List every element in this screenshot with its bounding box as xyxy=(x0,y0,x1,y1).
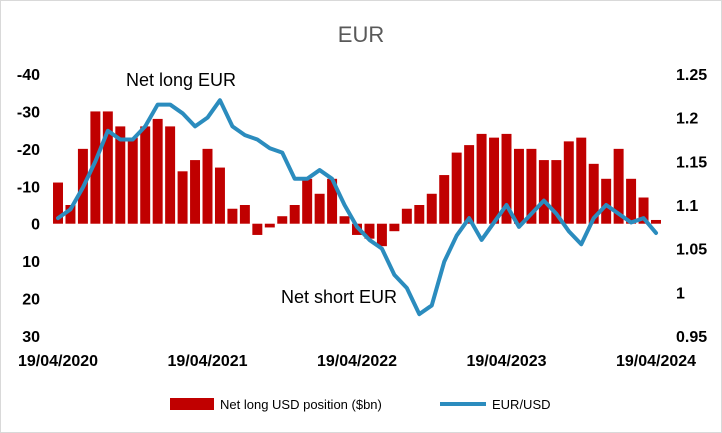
left-tick-label: 0 xyxy=(31,217,40,234)
plot-area xyxy=(53,98,661,317)
bar-2020-04 xyxy=(53,182,63,224)
bar-2020-07 xyxy=(90,111,101,224)
bar-2021-02 xyxy=(177,171,188,224)
bar-2022-07 xyxy=(389,223,400,232)
bar-2023-07 xyxy=(538,160,549,224)
left-tick-label: -40 xyxy=(17,67,40,84)
bar-2022-01 xyxy=(314,193,325,224)
bar-2021-10 xyxy=(277,216,288,224)
bar-2021-09 xyxy=(264,223,275,228)
bar-2022-06 xyxy=(376,223,387,247)
bar-2022-10 xyxy=(426,193,437,224)
bar-2021-06 xyxy=(227,208,238,224)
left-tick-label: 30 xyxy=(22,329,40,346)
bar-2022-03 xyxy=(339,216,350,224)
bar-2023-02 xyxy=(476,133,487,224)
bar-2023-09 xyxy=(563,141,574,224)
bar-2023-05 xyxy=(513,148,524,224)
bar-2023-11 xyxy=(588,163,599,224)
bar-2022-05 xyxy=(364,223,375,239)
bar-2020-11 xyxy=(140,126,151,224)
bar-2024-03 xyxy=(638,197,649,224)
bar-2021-03 xyxy=(190,160,201,224)
bar-2022-12 xyxy=(451,152,462,224)
bar-2023-08 xyxy=(551,160,562,224)
bar-2021-01 xyxy=(165,126,176,224)
left-tick-label: -10 xyxy=(17,179,40,196)
bar-2021-05 xyxy=(214,167,225,224)
bar-2022-09 xyxy=(414,205,425,224)
bar-2022-08 xyxy=(401,208,412,224)
bar-2023-04 xyxy=(501,133,512,224)
right-axis: 1.25 1.2 1.15 1.1 1.05 1 0.95 xyxy=(676,67,707,346)
legend-label-line: EUR/USD xyxy=(492,397,551,412)
left-tick-label: -30 xyxy=(17,104,40,121)
bar-2023-12 xyxy=(601,178,612,224)
bar-2024-01 xyxy=(613,148,624,224)
right-tick-label: 1.1 xyxy=(676,198,698,215)
left-tick-label: 10 xyxy=(22,254,40,271)
annotation-net-short: Net short EUR xyxy=(281,287,397,307)
legend-label-bar: Net long USD position ($bn) xyxy=(220,397,382,412)
bar-2024-02 xyxy=(626,178,637,224)
left-axis: -40 -30 -20 -10 0 10 20 30 xyxy=(17,67,40,346)
bar-2021-08 xyxy=(252,223,263,235)
right-tick-label: 1.25 xyxy=(676,67,707,84)
bar-2020-12 xyxy=(152,118,163,224)
right-tick-label: 0.95 xyxy=(676,329,707,346)
bar-2021-11 xyxy=(289,205,300,224)
bar-2023-03 xyxy=(489,137,500,224)
left-tick-label: 20 xyxy=(22,292,40,309)
x-tick-label: 19/04/2020 xyxy=(18,353,98,370)
bar-2021-12 xyxy=(302,178,313,224)
bar-2023-06 xyxy=(526,148,537,224)
bar-2020-08 xyxy=(102,111,113,224)
bar-2020-05 xyxy=(65,205,76,224)
right-tick-label: 1.05 xyxy=(676,242,707,259)
x-tick-label: 19/04/2024 xyxy=(616,353,696,370)
bar-2020-09 xyxy=(115,126,126,224)
bar-2024-04 xyxy=(651,219,661,224)
x-tick-label: 19/04/2022 xyxy=(317,353,397,370)
x-axis: 19/04/2020 19/04/2021 19/04/2022 19/04/2023… xyxy=(18,353,696,370)
bar-2021-04 xyxy=(202,148,213,224)
right-tick-label: 1.15 xyxy=(676,154,707,171)
right-tick-label: 1 xyxy=(676,285,685,302)
x-tick-label: 19/04/2023 xyxy=(466,353,546,370)
line-eur-usd xyxy=(56,98,658,317)
legend: Net long USD position ($bn) EUR/USD xyxy=(170,397,551,412)
annotation-net-long: Net long EUR xyxy=(126,70,236,90)
right-tick-label: 1.2 xyxy=(676,111,698,128)
chart-title: EUR xyxy=(338,22,384,47)
x-tick-label: 19/04/2021 xyxy=(167,353,247,370)
legend-swatch-bar xyxy=(170,398,214,410)
bar-2021-07 xyxy=(239,205,250,224)
bar-2020-10 xyxy=(127,137,138,224)
bar-2023-10 xyxy=(576,137,587,224)
bar-2022-02 xyxy=(327,178,338,224)
bar-2022-11 xyxy=(439,175,450,224)
bar-2023-01 xyxy=(464,145,475,224)
left-tick-label: -20 xyxy=(17,142,40,159)
